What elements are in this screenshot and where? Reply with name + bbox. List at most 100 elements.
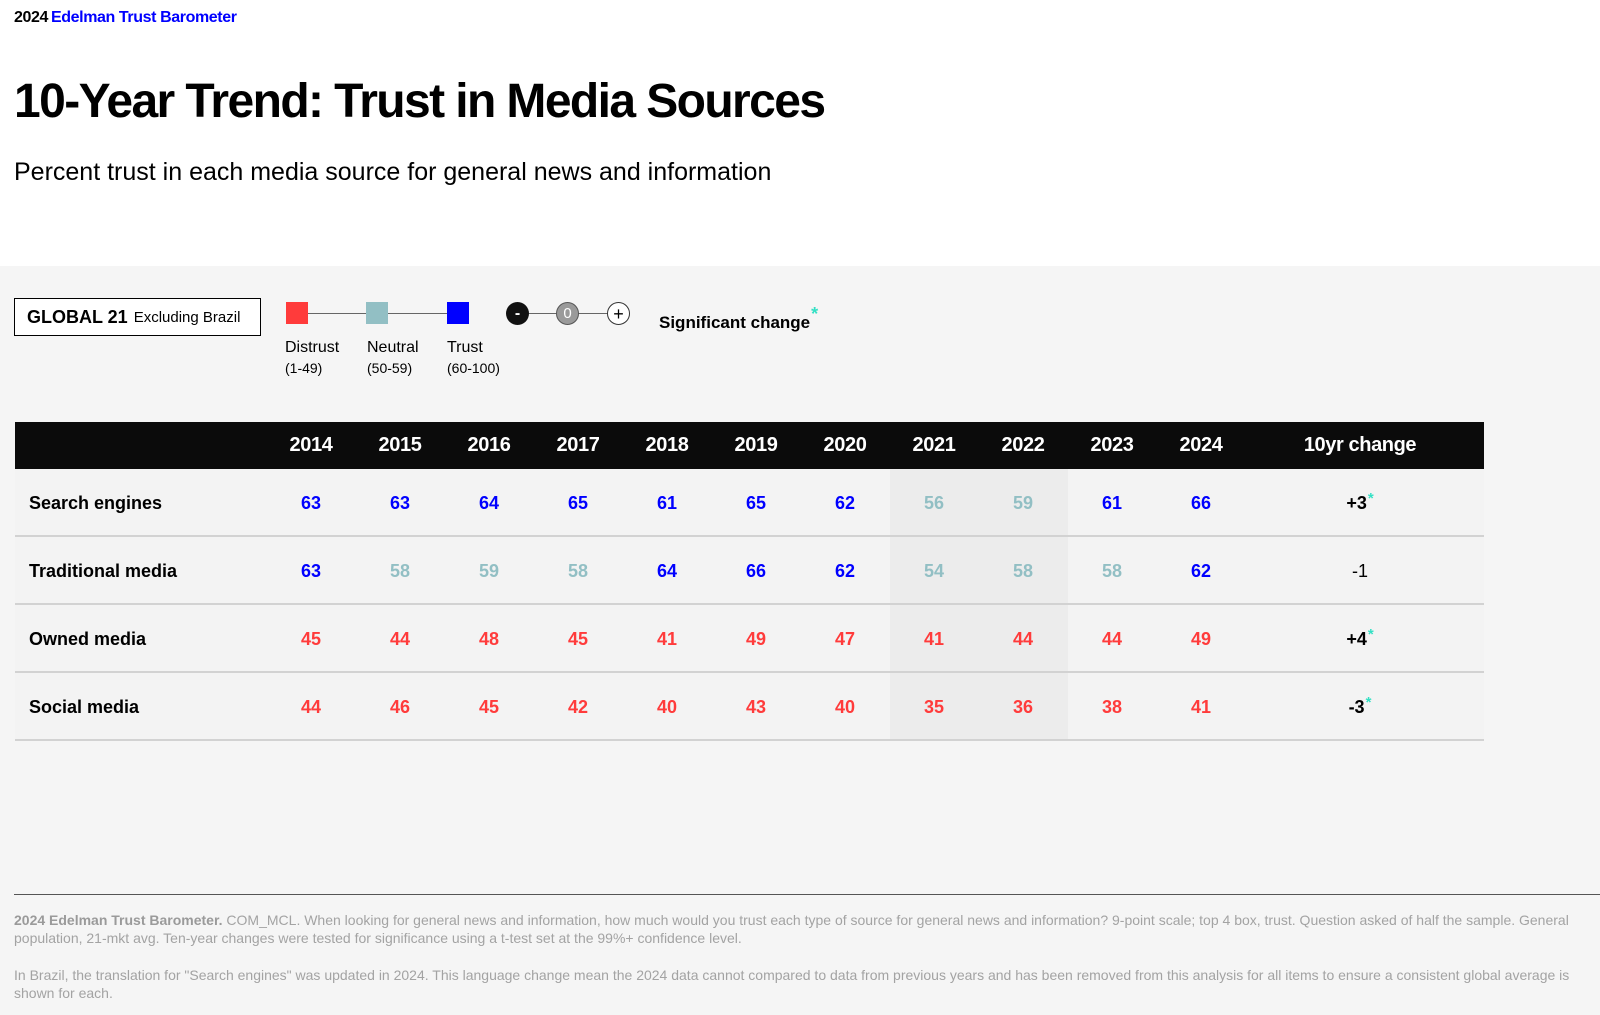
trust-value: 41 bbox=[656, 629, 678, 649]
trust-value: 35 bbox=[923, 697, 945, 717]
trust-value: 63 bbox=[300, 561, 322, 581]
trust-value: 45 bbox=[300, 629, 322, 649]
trust-value: 40 bbox=[656, 697, 678, 717]
row-label: Traditional media bbox=[29, 561, 178, 581]
trust-value: 46 bbox=[389, 697, 411, 717]
year-header: 2015 bbox=[378, 434, 422, 456]
row-label: Owned media bbox=[29, 629, 147, 649]
column-shade bbox=[979, 469, 1068, 535]
year-header: 2019 bbox=[734, 434, 778, 456]
column-shade bbox=[890, 605, 979, 671]
trust-value: 45 bbox=[478, 697, 500, 717]
minus-change-icon: - bbox=[506, 302, 529, 325]
trust-value: 40 bbox=[834, 697, 856, 717]
legend-label-distrust: Distrust bbox=[285, 339, 340, 356]
page-subtitle: Percent trust in each media source for g… bbox=[14, 158, 772, 186]
trust-value: 44 bbox=[1101, 629, 1123, 649]
trust-value: 63 bbox=[389, 493, 411, 513]
table-row: Search engines 63 63 64 65 61 65 62 56 59 61 66 +3* bbox=[15, 469, 1484, 537]
trust-value: 38 bbox=[1101, 697, 1123, 717]
scope-main: GLOBAL 21 bbox=[27, 306, 128, 327]
ten-year-change: -1 bbox=[1320, 537, 1400, 605]
year-header: 2017 bbox=[556, 434, 600, 456]
trust-value: 45 bbox=[567, 629, 589, 649]
trust-value: 62 bbox=[834, 493, 856, 513]
trust-value: 65 bbox=[745, 493, 767, 513]
year-header: 2024 bbox=[1179, 434, 1223, 456]
trust-value: 47 bbox=[834, 629, 856, 649]
legend-label-trust: Trust bbox=[447, 339, 483, 356]
table-row: Traditional media 63 58 59 58 64 66 62 54 58 58 62 -… bbox=[15, 537, 1484, 605]
year-header: 2018 bbox=[645, 434, 689, 456]
significance-star-icon: * bbox=[1365, 694, 1372, 711]
trust-value: 59 bbox=[1012, 493, 1034, 513]
significance-star-icon: * bbox=[1367, 490, 1374, 507]
trust-value: 58 bbox=[1101, 561, 1123, 581]
trust-value: 49 bbox=[745, 629, 767, 649]
trust-value: 42 bbox=[567, 697, 589, 717]
legend-swatch-neutral bbox=[366, 302, 388, 324]
trust-value: 58 bbox=[567, 561, 589, 581]
scope-sub: Excluding Brazil bbox=[133, 308, 241, 326]
significance-star-icon: * bbox=[1367, 626, 1374, 643]
table-header: 2014 2015 2016 2017 2018 2019 2020 2021 2022 2023… bbox=[15, 422, 1484, 469]
trust-value: 59 bbox=[478, 561, 500, 581]
trust-value: 61 bbox=[1101, 493, 1123, 513]
trust-value: 54 bbox=[923, 561, 945, 581]
brand: 2024 Edelman Trust Barometer bbox=[14, 9, 237, 27]
trust-value: 41 bbox=[923, 629, 945, 649]
year-header: 2016 bbox=[467, 434, 511, 456]
trust-value: 48 bbox=[478, 629, 500, 649]
legend-range-neutral: (50-59) bbox=[367, 360, 413, 376]
chart-panel: GLOBAL 21 Excluding Brazil Distrust (1-4… bbox=[0, 266, 1600, 1015]
scope-badge: GLOBAL 21 Excluding Brazil bbox=[14, 298, 261, 336]
trust-value: 58 bbox=[1012, 561, 1034, 581]
footnote-source: 2024 Edelman Trust Barometer. COM_MCL. W… bbox=[14, 912, 1569, 946]
year-header: 2014 bbox=[289, 434, 333, 456]
column-shade bbox=[890, 537, 979, 603]
year-header: 2020 bbox=[823, 434, 867, 456]
trust-value: 44 bbox=[1012, 629, 1034, 649]
change-value: +3 bbox=[1346, 493, 1367, 513]
zero-change-icon: 0 bbox=[556, 302, 579, 325]
year-header: 2023 bbox=[1090, 434, 1134, 456]
ten-year-change: -3* bbox=[1320, 673, 1400, 741]
row-label: Search engines bbox=[29, 493, 163, 513]
trust-value: 66 bbox=[745, 561, 767, 581]
year-header: 2022 bbox=[1001, 434, 1045, 456]
footnote-note: In Brazil, the translation for "Search e… bbox=[14, 967, 1570, 1001]
trust-value: 64 bbox=[478, 493, 500, 513]
trust-value: 61 bbox=[656, 493, 678, 513]
ten-year-change: +4* bbox=[1320, 605, 1400, 673]
trust-value: 44 bbox=[389, 629, 411, 649]
legend-range-trust: (60-100) bbox=[447, 360, 500, 376]
significant-change-label: Significant change* bbox=[659, 304, 819, 332]
table-row: Owned media 45 44 48 45 41 49 47 41 44 44 49 +4* bbox=[15, 605, 1484, 673]
change-value: +4 bbox=[1346, 629, 1367, 649]
row-label: Social media bbox=[29, 697, 140, 717]
footnote-divider bbox=[14, 894, 1600, 895]
trust-value: 65 bbox=[567, 493, 589, 513]
column-shade bbox=[979, 673, 1068, 739]
column-shade bbox=[979, 605, 1068, 671]
trust-value: 62 bbox=[834, 561, 856, 581]
trust-value: 66 bbox=[1190, 493, 1212, 513]
trust-value: 44 bbox=[300, 697, 322, 717]
trust-value: 43 bbox=[745, 697, 767, 717]
page-title: 10-Year Trend: Trust in Media Sources bbox=[14, 75, 826, 128]
trust-value: 64 bbox=[656, 561, 678, 581]
column-shade bbox=[890, 673, 979, 739]
change-header: 10yr change bbox=[1303, 434, 1417, 456]
plus-change-icon: + bbox=[607, 302, 630, 325]
trust-value: 63 bbox=[300, 493, 322, 513]
trust-value: 62 bbox=[1190, 561, 1212, 581]
legend-range-distrust: (1-49) bbox=[285, 360, 323, 376]
legend-swatch-trust bbox=[447, 302, 469, 324]
year-header: 2021 bbox=[912, 434, 956, 456]
table-body: Search engines 63 63 64 65 61 65 62 56 59 61 66 +3* T… bbox=[15, 469, 1484, 741]
column-shade bbox=[890, 469, 979, 535]
change-value: -3 bbox=[1348, 697, 1365, 717]
trust-table: 2014 2015 2016 2017 2018 2019 2020 2021 2022 2023… bbox=[15, 422, 1484, 741]
legend-label-neutral: Neutral bbox=[367, 339, 419, 356]
trust-value: 49 bbox=[1190, 629, 1212, 649]
